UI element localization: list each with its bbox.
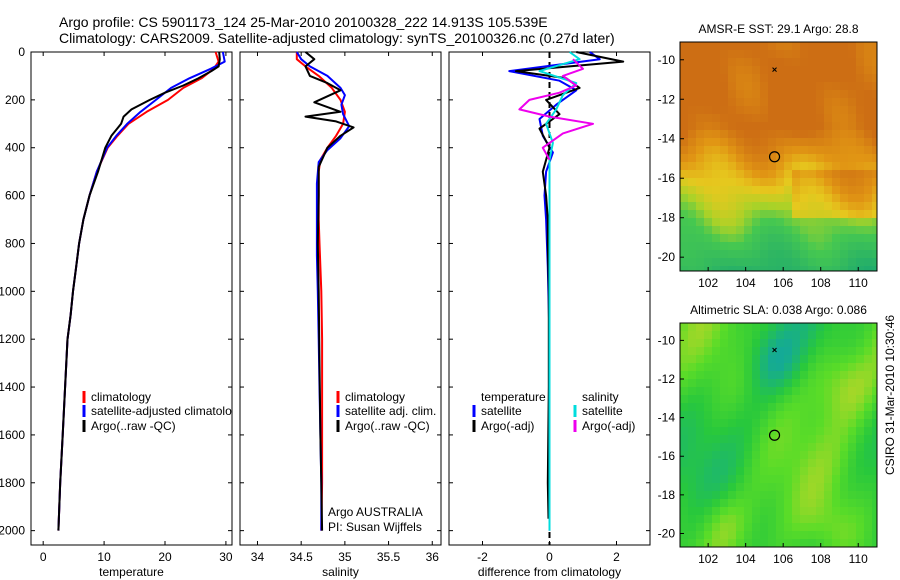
legend-label: Argo(-adj)	[481, 419, 534, 433]
x-tick-label: 104	[736, 552, 756, 566]
map-title: AMSR-E SST: 29.1 Argo: 28.8	[698, 22, 858, 36]
x-tick-label: 110	[849, 276, 868, 290]
x-tick-label: 108	[811, 276, 831, 290]
x-tick-label: 106	[773, 552, 793, 566]
legend-label: satellite	[582, 404, 623, 418]
platform-annotation: Argo AUSTRALIA	[328, 505, 423, 519]
x-tick-label: 10	[97, 550, 111, 564]
legend-label: satellite	[481, 404, 522, 418]
x-tick-label: 102	[698, 552, 718, 566]
map-field	[680, 42, 877, 271]
series-line-temperature-argo-adj	[515, 51, 625, 519]
y-tick-label: -16	[658, 171, 676, 185]
x-tick-label: 0	[546, 550, 553, 564]
y-tick-label: -12	[658, 92, 676, 106]
legend-label: satellite-adjusted climatology	[91, 404, 244, 418]
previous-position-marker	[772, 347, 777, 353]
map-title: Altimetric SLA: 0.038 Argo: 0.086	[690, 303, 867, 317]
sla-map: 102 104 106 108 110 -10 -12 -14 -16 -18 -20 Altimet…	[658, 303, 878, 566]
y-tick-label: -18	[658, 488, 676, 502]
figure-title-line2: Climatology: CARS2009. Satellite-adjuste…	[59, 30, 615, 46]
legend-label: Argo(..raw -QC)	[91, 419, 176, 433]
y-tick-label: -20	[658, 250, 676, 264]
plot-frame	[239, 51, 442, 546]
plot-frame	[30, 51, 233, 546]
x-tick-label: 34.5	[289, 550, 313, 564]
argo-position-marker	[768, 151, 781, 163]
y-tick-label: 800	[5, 236, 25, 250]
pi-annotation: PI: Susan Wijffels	[328, 520, 422, 534]
temperature-plot: 0 200 400 600 800 1000 1200 1400 1600 1800 2000 0 10…	[0, 45, 244, 579]
y-tick-label: 1400	[0, 380, 25, 394]
y-tick-label: -12	[658, 372, 676, 386]
y-tick-label: -16	[658, 449, 676, 463]
x-tick-label: 106	[773, 276, 793, 290]
y-tick-label: 0	[18, 45, 25, 59]
series-line-climatology	[57, 51, 220, 531]
y-tick-label: 1000	[0, 284, 25, 298]
x-tick-label: 35	[338, 550, 352, 564]
x-tick-label: 30	[219, 550, 233, 564]
legend-label: climatology	[91, 390, 151, 404]
x-axis-label: difference from climatology	[478, 565, 621, 579]
y-tick-label: 400	[5, 141, 25, 155]
x-tick-label: 102	[698, 276, 718, 290]
series-line-temperature-satellite	[508, 51, 601, 531]
legend-title-temperature: temperature	[481, 390, 546, 404]
y-tick-label: -20	[658, 526, 676, 540]
legend-label: Argo(-adj)	[582, 419, 635, 433]
y-tick-label: -10	[658, 333, 676, 347]
map-field	[680, 323, 877, 547]
figure-title-line1: Argo profile: CS 5901173_124 25-Mar-2010…	[59, 14, 548, 30]
x-tick-label: 20	[158, 550, 172, 564]
x-tick-label: 2	[613, 550, 620, 564]
y-tick-label: 200	[5, 93, 25, 107]
legend-label: Argo(..raw -QC)	[345, 419, 430, 433]
argo-position-marker	[768, 429, 781, 441]
y-tick-label: -14	[658, 411, 676, 425]
y-tick-label: -14	[658, 132, 676, 146]
y-tick-label: 1600	[0, 428, 25, 442]
legend-label: satellite adj. clim.	[345, 404, 436, 418]
legend-title-salinity: salinity	[582, 390, 619, 404]
x-tick-label: 36	[426, 550, 440, 564]
sst-map: 102 104 106 108 110 -10 -12 -14 -16 -18 -20 AMSR-E …	[658, 22, 878, 290]
x-axis-label: salinity	[322, 565, 359, 579]
map-frame	[679, 41, 878, 272]
x-tick-label: 34	[251, 550, 265, 564]
y-tick-label: -10	[658, 53, 676, 67]
y-tick-label: 600	[5, 189, 25, 203]
legend-label: climatology	[345, 390, 405, 404]
x-tick-label: 110	[849, 552, 868, 566]
x-tick-label: 108	[811, 552, 831, 566]
map-frame	[679, 322, 878, 548]
y-tick-label: 1800	[0, 476, 25, 490]
y-tick-label: -18	[658, 211, 676, 225]
salinity-plot: 34 34.5 35 35.5 36 salinity climatologysatelli…	[239, 51, 442, 579]
credit-label: CSIRO 31-Mar-2010 10:30:46	[883, 315, 897, 475]
previous-position-marker	[772, 67, 777, 72]
x-tick-label: 0	[40, 550, 47, 564]
series-line-argo-raw-qc	[57, 51, 221, 531]
series-line-satellite-adjusted-climatology	[57, 51, 226, 531]
x-tick-label: 104	[736, 276, 756, 290]
x-tick-label: -2	[477, 550, 488, 564]
series-line-argo-raw-qc	[304, 51, 355, 531]
x-tick-label: 35.5	[377, 550, 401, 564]
y-tick-label: 1200	[0, 332, 25, 346]
x-axis-label: temperature	[99, 565, 164, 579]
series-line-salinity-satellite	[538, 51, 581, 531]
series-line-salinity-argo-adj	[518, 58, 594, 161]
y-tick-label: 2000	[0, 524, 25, 538]
